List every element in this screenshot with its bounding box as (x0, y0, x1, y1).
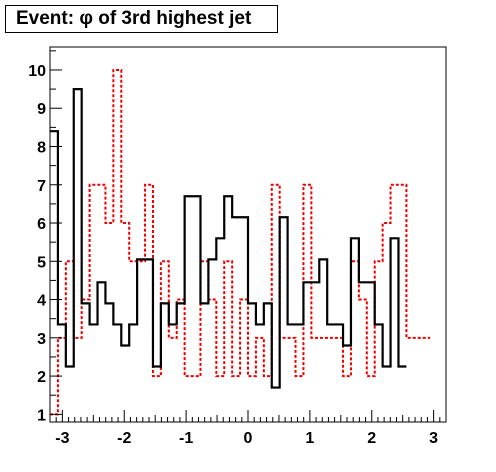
y-tick-label: 6 (37, 216, 46, 233)
x-tick-label: -3 (55, 430, 69, 447)
y-tick-label: 2 (37, 369, 46, 386)
x-tick-label: 2 (367, 430, 376, 447)
x-tick-label: 3 (429, 430, 438, 447)
black-series-line (50, 87, 407, 389)
black-solid-series (50, 87, 407, 389)
title-box: Event: φ of 3rd highest jet (5, 5, 278, 33)
y-tick-label: 7 (37, 178, 46, 195)
y-tick-label: 5 (37, 254, 46, 271)
x-tick-label: -1 (179, 430, 193, 447)
y-tick-label: 8 (37, 139, 46, 156)
x-tick-label: -2 (117, 430, 131, 447)
x-axis-ticks: -3 -2 -1 0 1 2 3 (49, 410, 447, 447)
x-tick-label: 1 (305, 430, 314, 447)
x-tick-label: 0 (244, 430, 253, 447)
y-tick-label: 4 (37, 293, 46, 310)
y-tick-label: 1 (37, 407, 46, 424)
y-tick-label: 9 (37, 101, 46, 118)
chart-title: Event: φ of 3rd highest jet (16, 8, 252, 29)
y-axis-ticks: 1 2 3 4 5 6 7 8 9 10 (28, 50, 62, 424)
y-tick-label: 3 (37, 331, 46, 348)
y-tick-label: 10 (28, 63, 46, 80)
